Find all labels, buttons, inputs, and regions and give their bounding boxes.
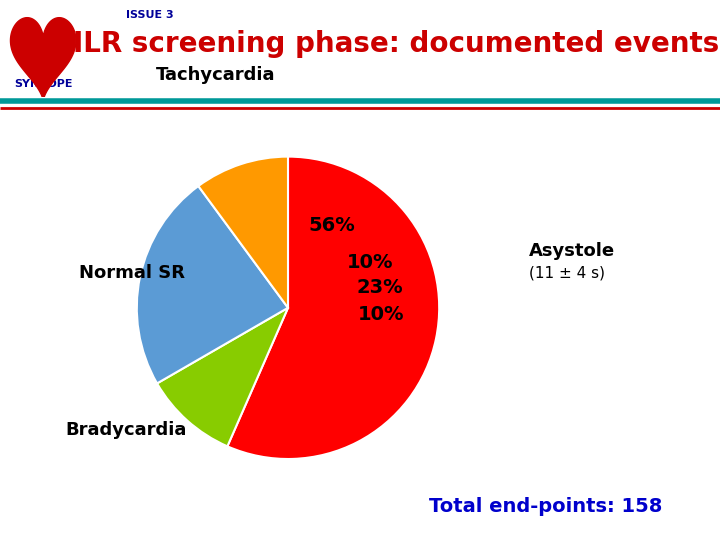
- Wedge shape: [198, 157, 288, 308]
- Text: Total end-points: 158: Total end-points: 158: [429, 497, 662, 516]
- Text: Bradycardia: Bradycardia: [66, 421, 186, 439]
- Text: SYNCOPE: SYNCOPE: [14, 79, 73, 90]
- Text: 23%: 23%: [356, 278, 402, 297]
- Text: ISSUE 3: ISSUE 3: [126, 10, 174, 20]
- Text: Tachycardia: Tachycardia: [156, 66, 276, 84]
- Text: ILR screening phase: documented events: ILR screening phase: documented events: [73, 30, 719, 58]
- Text: Asystole: Asystole: [529, 242, 616, 260]
- Polygon shape: [11, 18, 76, 101]
- Text: 56%: 56%: [309, 215, 356, 234]
- Text: Normal SR: Normal SR: [79, 264, 185, 282]
- Text: 10%: 10%: [347, 253, 393, 272]
- Text: (11 ± 4 s): (11 ± 4 s): [529, 265, 606, 280]
- Wedge shape: [137, 186, 288, 383]
- Text: 10%: 10%: [359, 305, 405, 324]
- Wedge shape: [228, 157, 439, 459]
- Wedge shape: [157, 308, 288, 447]
